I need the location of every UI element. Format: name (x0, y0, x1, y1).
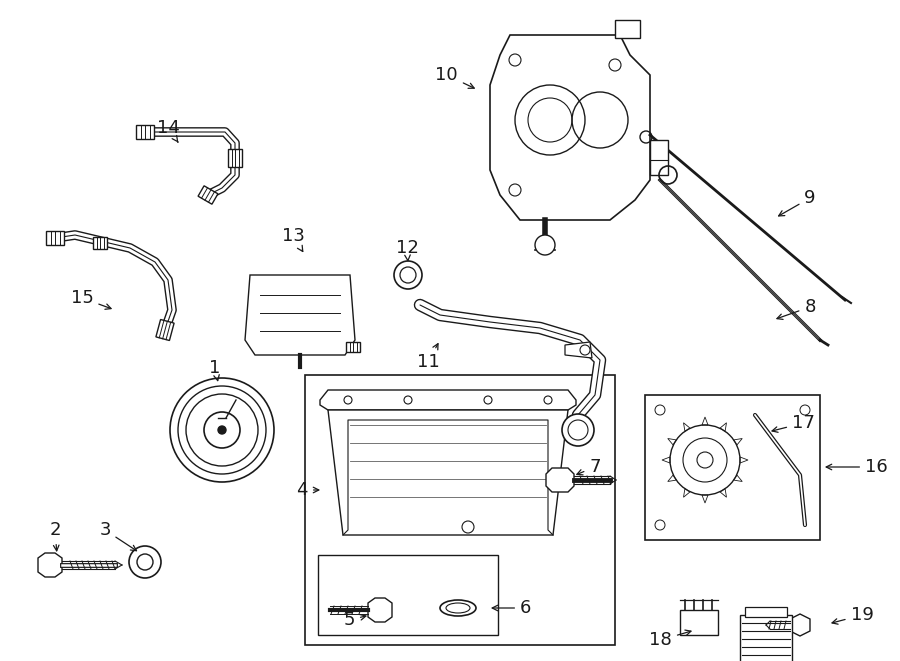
Bar (198, 186, 218, 204)
Text: 12: 12 (396, 239, 418, 260)
Circle shape (462, 521, 474, 533)
Text: 1: 1 (210, 359, 220, 381)
Polygon shape (790, 614, 810, 636)
Circle shape (170, 378, 274, 482)
Polygon shape (702, 495, 708, 503)
Polygon shape (668, 438, 676, 445)
Circle shape (562, 414, 594, 446)
Polygon shape (328, 410, 568, 535)
Text: 8: 8 (777, 298, 815, 319)
Text: 19: 19 (832, 606, 873, 624)
Ellipse shape (440, 600, 476, 616)
Text: 7: 7 (577, 458, 601, 476)
Bar (136, 125, 154, 139)
Polygon shape (702, 417, 708, 425)
Polygon shape (565, 342, 592, 358)
Bar (156, 319, 174, 340)
Polygon shape (668, 475, 676, 481)
Polygon shape (740, 457, 748, 463)
Polygon shape (320, 390, 576, 410)
Polygon shape (683, 423, 690, 431)
Circle shape (137, 554, 153, 570)
Text: 6: 6 (492, 599, 531, 617)
Polygon shape (490, 35, 650, 220)
Text: 11: 11 (417, 344, 439, 371)
Ellipse shape (446, 603, 470, 613)
Bar (650, 140, 668, 175)
Circle shape (204, 412, 240, 448)
Circle shape (400, 267, 416, 283)
Bar (46, 231, 64, 245)
Bar (740, 615, 792, 661)
Text: 3: 3 (99, 521, 137, 551)
Bar (346, 342, 360, 352)
Polygon shape (38, 553, 62, 577)
Bar (645, 395, 820, 540)
Text: 15: 15 (70, 289, 111, 309)
Circle shape (129, 546, 161, 578)
Bar (680, 610, 718, 635)
Bar (228, 149, 242, 167)
Text: 5: 5 (344, 611, 366, 629)
Polygon shape (662, 457, 670, 463)
Bar (745, 607, 787, 617)
Polygon shape (734, 438, 742, 445)
Text: 18: 18 (649, 630, 691, 649)
Bar (615, 20, 640, 38)
Text: 2: 2 (50, 521, 61, 551)
Text: 16: 16 (826, 458, 887, 476)
Text: 17: 17 (772, 414, 814, 432)
Text: 4: 4 (296, 481, 319, 499)
Polygon shape (734, 475, 742, 481)
Bar (318, 555, 498, 635)
Polygon shape (720, 489, 726, 497)
Polygon shape (720, 423, 726, 431)
Bar (305, 375, 615, 645)
Polygon shape (245, 275, 355, 355)
Text: 10: 10 (436, 66, 474, 89)
Text: 9: 9 (778, 189, 815, 216)
Polygon shape (546, 468, 574, 492)
Circle shape (218, 426, 226, 434)
Circle shape (535, 235, 555, 255)
Polygon shape (368, 598, 392, 622)
Text: 14: 14 (157, 119, 179, 142)
Circle shape (394, 261, 422, 289)
Text: 13: 13 (282, 227, 304, 251)
Bar (93, 237, 107, 249)
Polygon shape (683, 489, 690, 497)
